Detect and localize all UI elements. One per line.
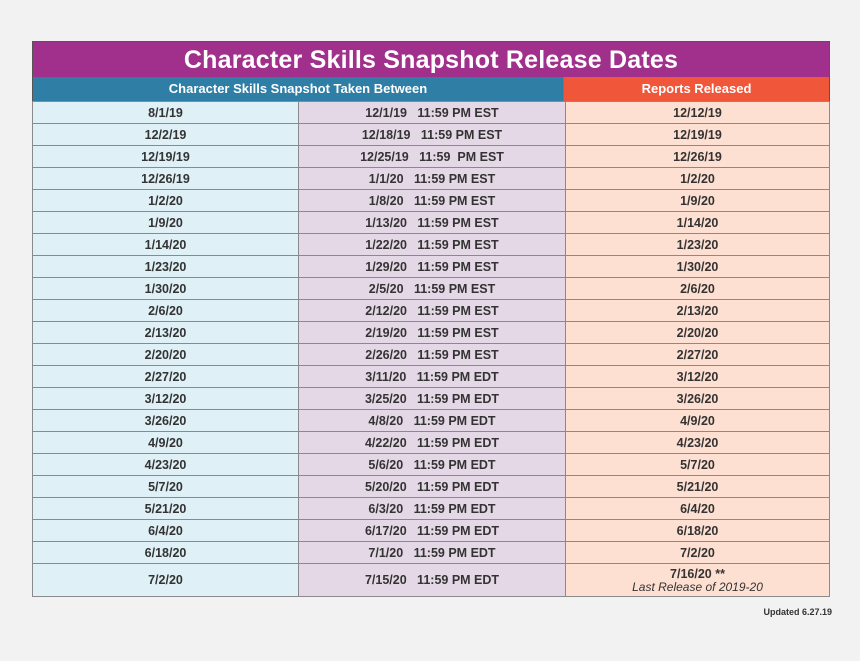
release-dates-document: Character Skills Snapshot Release Dates … xyxy=(32,41,830,597)
snapshot-start-cell: 12/19/19 xyxy=(32,145,299,168)
table-row: 1/14/20 1/22/20 11:59 PM EST 1/23/20 xyxy=(32,233,830,256)
snapshot-end-cell: 2/5/20 11:59 PM EST xyxy=(298,277,566,300)
snapshot-end-cell: 12/18/19 11:59 PM EST xyxy=(298,123,566,146)
table-row: 3/26/20 4/8/20 11:59 PM EDT 4/9/20 xyxy=(32,409,830,432)
last-release-note: Last Release of 2019-20 xyxy=(632,579,763,594)
table-row: 4/23/20 5/6/20 11:59 PM EDT 5/7/20 xyxy=(32,453,830,476)
report-release-cell: 2/27/20 xyxy=(565,343,830,366)
table-row: 3/12/20 3/25/20 11:59 PM EDT 3/26/20 xyxy=(32,387,830,410)
snapshot-start-cell: 2/20/20 xyxy=(32,343,299,366)
report-release-cell: 1/9/20 xyxy=(565,189,830,212)
snapshot-end-cell: 2/12/20 11:59 PM EST xyxy=(298,299,566,322)
table-row: 12/19/19 12/25/19 11:59 PM EST 12/26/19 xyxy=(32,145,830,168)
report-release-cell: 2/20/20 xyxy=(565,321,830,344)
snapshot-end-cell: 1/1/20 11:59 PM EST xyxy=(298,167,566,190)
snapshot-end-cell: 1/22/20 11:59 PM EST xyxy=(298,233,566,256)
snapshot-start-cell: 6/18/20 xyxy=(32,541,299,564)
snapshot-start-cell: 1/30/20 xyxy=(32,277,299,300)
table-row: 8/1/19 12/1/19 11:59 PM EST 12/12/19 xyxy=(32,101,830,124)
snapshot-start-cell: 5/7/20 xyxy=(32,475,299,498)
report-release-cell: 2/6/20 xyxy=(565,277,830,300)
table-row: 2/13/20 2/19/20 11:59 PM EST 2/20/20 xyxy=(32,321,830,344)
snapshot-start-cell: 5/21/20 xyxy=(32,497,299,520)
snapshot-end-cell: 12/1/19 11:59 PM EST xyxy=(298,101,566,124)
snapshot-start-cell: 8/1/19 xyxy=(32,101,299,124)
snapshot-end-cell: 6/3/20 11:59 PM EDT xyxy=(298,497,566,520)
snapshot-end-cell: 7/15/20 11:59 PM EDT xyxy=(298,563,566,597)
snapshot-start-cell: 2/27/20 xyxy=(32,365,299,388)
snapshot-end-cell: 1/13/20 11:59 PM EST xyxy=(298,211,566,234)
snapshot-end-cell: 1/8/20 11:59 PM EST xyxy=(298,189,566,212)
table-header-row: Character Skills Snapshot Taken Between … xyxy=(32,77,830,101)
report-release-cell: 12/12/19 xyxy=(565,101,830,124)
snapshot-end-cell: 1/29/20 11:59 PM EST xyxy=(298,255,566,278)
table-row: 1/30/20 2/5/20 11:59 PM EST 2/6/20 xyxy=(32,277,830,300)
table-row: 6/4/20 6/17/20 11:59 PM EDT 6/18/20 xyxy=(32,519,830,542)
snapshot-end-cell: 5/6/20 11:59 PM EDT xyxy=(298,453,566,476)
snapshot-end-cell: 12/25/19 11:59 PM EST xyxy=(298,145,566,168)
table-row: 1/23/20 1/29/20 11:59 PM EST 1/30/20 xyxy=(32,255,830,278)
table-row: 5/7/20 5/20/20 11:59 PM EDT 5/21/20 xyxy=(32,475,830,498)
report-release-cell: 1/14/20 xyxy=(565,211,830,234)
report-release-cell: 5/21/20 xyxy=(565,475,830,498)
snapshot-start-cell: 2/6/20 xyxy=(32,299,299,322)
snapshot-start-cell: 4/9/20 xyxy=(32,431,299,454)
snapshot-end-cell: 3/11/20 11:59 PM EDT xyxy=(298,365,566,388)
snapshot-end-cell: 2/19/20 11:59 PM EST xyxy=(298,321,566,344)
table-row-last: 7/2/20 7/15/20 11:59 PM EDT 7/16/20 ** Last… xyxy=(32,563,830,597)
report-release-cell: 5/7/20 xyxy=(565,453,830,476)
report-release-cell: 2/13/20 xyxy=(565,299,830,322)
page-title: Character Skills Snapshot Release Dates xyxy=(32,41,830,77)
table-row: 12/2/19 12/18/19 11:59 PM EST 12/19/19 xyxy=(32,123,830,146)
snapshot-start-cell: 1/14/20 xyxy=(32,233,299,256)
report-release-cell: 12/26/19 xyxy=(565,145,830,168)
snapshot-start-cell: 1/2/20 xyxy=(32,189,299,212)
report-release-cell: 3/12/20 xyxy=(565,365,830,388)
table-row: 1/9/20 1/13/20 11:59 PM EST 1/14/20 xyxy=(32,211,830,234)
report-release-cell: 1/2/20 xyxy=(565,167,830,190)
table-body: 8/1/19 12/1/19 11:59 PM EST 12/12/19 12/2/1… xyxy=(32,101,830,597)
snapshot-end-cell: 5/20/20 11:59 PM EDT xyxy=(298,475,566,498)
table-row: 12/26/19 1/1/20 11:59 PM EST 1/2/20 xyxy=(32,167,830,190)
snapshot-start-cell: 1/9/20 xyxy=(32,211,299,234)
snapshot-start-cell: 1/23/20 xyxy=(32,255,299,278)
report-release-cell: 7/2/20 xyxy=(565,541,830,564)
snapshot-start-cell: 6/4/20 xyxy=(32,519,299,542)
snapshot-start-cell: 3/12/20 xyxy=(32,387,299,410)
report-release-cell: 1/30/20 xyxy=(565,255,830,278)
table-row: 2/20/20 2/26/20 11:59 PM EST 2/27/20 xyxy=(32,343,830,366)
snapshot-start-cell: 3/26/20 xyxy=(32,409,299,432)
release-dates-table: 8/1/19 12/1/19 11:59 PM EST 12/12/19 12/2/1… xyxy=(32,101,830,597)
report-release-cell: 4/9/20 xyxy=(565,409,830,432)
report-release-cell: 6/18/20 xyxy=(565,519,830,542)
snapshot-start-cell: 12/26/19 xyxy=(32,167,299,190)
snapshot-end-cell: 4/8/20 11:59 PM EDT xyxy=(298,409,566,432)
report-release-cell: 3/26/20 xyxy=(565,387,830,410)
updated-note: Updated 6.27.19 xyxy=(763,607,832,617)
snapshot-end-cell: 4/22/20 11:59 PM EDT xyxy=(298,431,566,454)
snapshot-start-cell: 2/13/20 xyxy=(32,321,299,344)
report-release-cell: 12/19/19 xyxy=(565,123,830,146)
snapshot-start-cell: 7/2/20 xyxy=(32,563,299,597)
snapshot-start-cell: 4/23/20 xyxy=(32,453,299,476)
snapshot-end-cell: 3/25/20 11:59 PM EDT xyxy=(298,387,566,410)
report-release-cell: 4/23/20 xyxy=(565,431,830,454)
snapshot-start-cell: 12/2/19 xyxy=(32,123,299,146)
reports-released-header: Reports Released xyxy=(564,77,829,101)
snapshot-end-cell: 7/1/20 11:59 PM EDT xyxy=(298,541,566,564)
final-release-date: 7/16/20 ** xyxy=(670,566,725,581)
report-release-cell: 6/4/20 xyxy=(565,497,830,520)
table-row: 2/27/20 3/11/20 11:59 PM EDT 3/12/20 xyxy=(32,365,830,388)
table-row: 6/18/20 7/1/20 11:59 PM EDT 7/2/20 xyxy=(32,541,830,564)
table-row: 5/21/20 6/3/20 11:59 PM EDT 6/4/20 xyxy=(32,497,830,520)
table-row: 1/2/20 1/8/20 11:59 PM EST 1/9/20 xyxy=(32,189,830,212)
report-release-cell: 7/16/20 ** Last Release of 2019-20 xyxy=(565,563,830,597)
snapshot-end-cell: 2/26/20 11:59 PM EST xyxy=(298,343,566,366)
table-row: 4/9/20 4/22/20 11:59 PM EDT 4/23/20 xyxy=(32,431,830,454)
report-release-cell: 1/23/20 xyxy=(565,233,830,256)
table-row: 2/6/20 2/12/20 11:59 PM EST 2/13/20 xyxy=(32,299,830,322)
snapshot-end-cell: 6/17/20 11:59 PM EDT xyxy=(298,519,566,542)
taken-between-header: Character Skills Snapshot Taken Between xyxy=(33,77,564,101)
